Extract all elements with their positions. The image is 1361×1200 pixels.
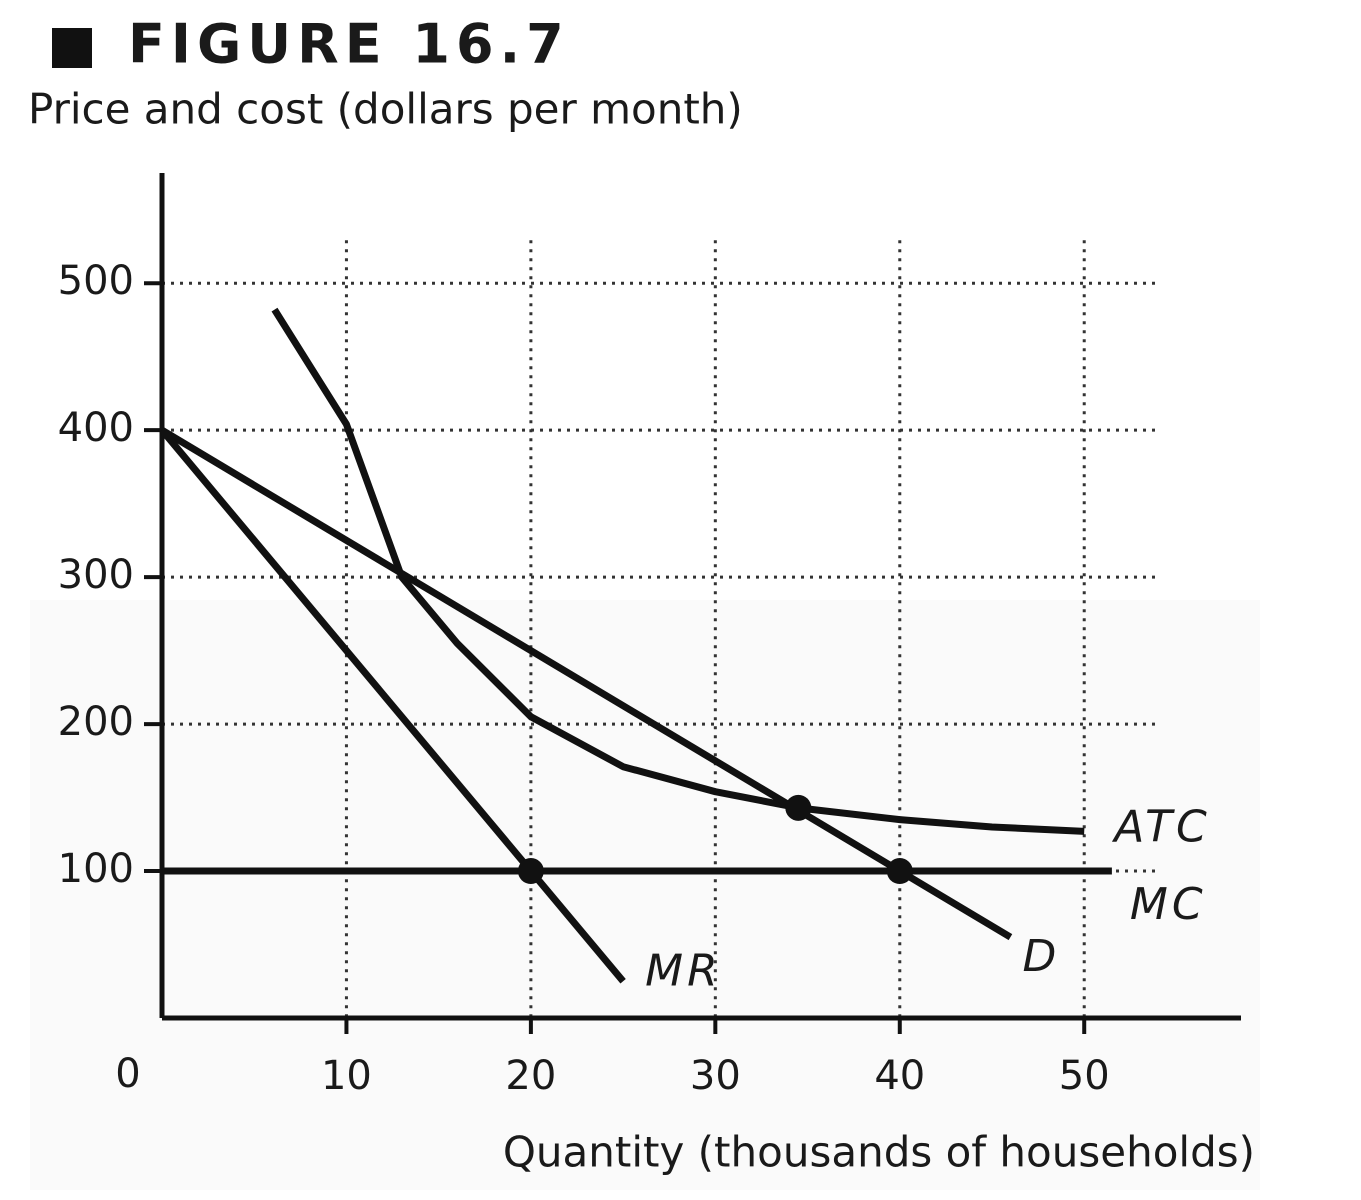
- equilibrium-point: [517, 858, 544, 885]
- y-tick-label: 200: [58, 699, 134, 745]
- series-label: MR: [645, 945, 722, 996]
- x-tick-label: 10: [321, 1053, 372, 1099]
- y-tick-label: 500: [58, 258, 134, 304]
- x-tick-label: 30: [690, 1053, 741, 1099]
- y-axis-label: Price and cost (dollars per month): [28, 85, 743, 134]
- x-axis-label: Quantity (thousands of households): [503, 1128, 1255, 1177]
- series-line: [159, 427, 626, 984]
- equilibrium-point: [785, 794, 812, 821]
- background-panel: [30, 600, 1260, 1190]
- y-tick-label: 400: [58, 405, 134, 451]
- series-line: [160, 427, 1013, 941]
- chart-title: FIGURE 16.7: [128, 13, 570, 76]
- x-tick-label: 50: [1059, 1053, 1110, 1099]
- series-line: [271, 307, 1085, 835]
- title-square: [52, 28, 92, 68]
- series-label: D: [1022, 931, 1060, 982]
- equilibrium-point: [886, 858, 913, 885]
- series-label: ATC: [1111, 801, 1211, 852]
- x-tick-label: 0: [115, 1051, 140, 1097]
- series-label: MC: [1130, 879, 1207, 930]
- y-tick-label: 100: [58, 846, 134, 892]
- y-tick-label: 300: [58, 552, 134, 598]
- x-tick-label: 20: [505, 1053, 556, 1099]
- x-tick-label: 40: [874, 1053, 925, 1099]
